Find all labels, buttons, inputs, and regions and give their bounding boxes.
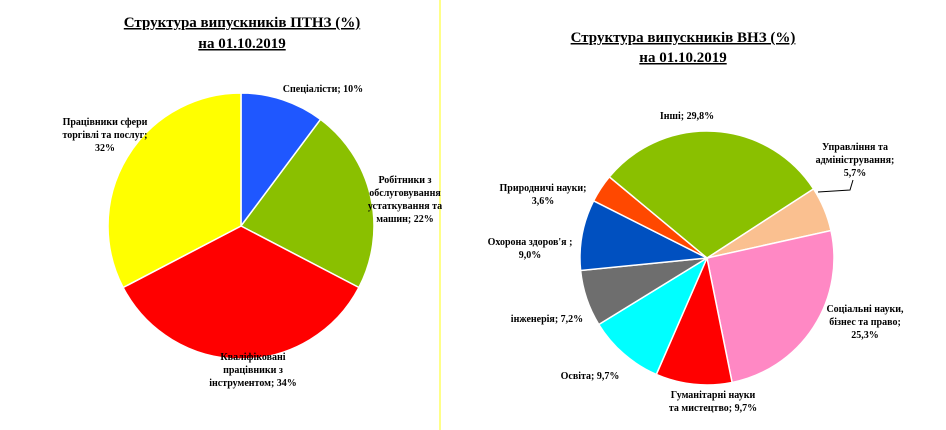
- leader-line: [817, 179, 854, 193]
- chart-subtitle: на 01.10.2019: [639, 50, 726, 66]
- data-label: Працівники сфери торгівлі та послуг; 32%: [62, 117, 147, 154]
- data-label: Природничі науки; 3,6%: [500, 183, 587, 207]
- label-line: 25,3%: [851, 330, 879, 341]
- data-label: Соціальні науки, бізнес та право; 25,3%: [826, 304, 904, 341]
- label-line: 9,0%: [519, 250, 542, 261]
- pie-slice: [122, 225, 360, 360]
- label-line: Гуманітарні науки: [671, 390, 756, 401]
- label-line: адміністрування;: [816, 155, 895, 166]
- pie-slice: [706, 229, 835, 384]
- data-label: Спеціалісти; 10%: [283, 84, 363, 95]
- data-label: Кваліфіковані працівники з інструментом; 3…: [209, 352, 297, 389]
- data-label: Інші; 29,8%: [660, 111, 714, 122]
- label-line: 3,6%: [532, 196, 555, 207]
- pie-slice: [655, 255, 733, 386]
- data-label: Освіта; 9,7%: [561, 371, 620, 382]
- label-line: обслуговування: [369, 188, 441, 199]
- label-line: Соціальні науки,: [826, 304, 904, 315]
- pie-slice: [240, 92, 322, 229]
- label-line: Охорона здоров'я ;: [488, 237, 573, 248]
- label-line: Освіта; 9,7%: [561, 371, 620, 382]
- label-line: машин; 22%: [376, 214, 434, 225]
- label-line: бізнес та право;: [829, 317, 901, 328]
- data-label: Охорона здоров'я ; 9,0%: [488, 237, 573, 261]
- label-line: інструментом; 34%: [209, 378, 297, 389]
- data-label: Гуманітарні науки та мистецтво; 9,7%: [669, 390, 757, 414]
- label-line: Інші; 29,8%: [660, 111, 714, 122]
- label-line: Природничі науки;: [500, 183, 587, 194]
- pie-slice: [608, 130, 815, 259]
- pie-slice: [239, 118, 375, 289]
- label-line: та мистецтво; 9,7%: [669, 403, 757, 414]
- data-label: інженерія; 7,2%: [511, 314, 583, 325]
- pie-slice: [107, 92, 242, 289]
- chart-title: Структура випускників ВНЗ (%): [571, 30, 796, 46]
- data-label: Робітники з обслуговування устаткування та…: [368, 175, 442, 225]
- label-line: 32%: [95, 143, 115, 154]
- label-line: торгівлі та послуг;: [62, 130, 147, 141]
- chart-subtitle: на 01.10.2019: [198, 36, 285, 52]
- label-line: устаткування та: [368, 201, 442, 212]
- label-line: Кваліфіковані: [220, 352, 285, 363]
- label-line: 5,7%: [844, 168, 867, 179]
- label-line: Спеціалісти; 10%: [283, 84, 363, 95]
- label-line: Робітники з: [378, 175, 431, 186]
- label-line: Працівники сфери: [63, 117, 148, 128]
- label-line: Управління та: [822, 142, 888, 153]
- label-line: інженерія; 7,2%: [511, 314, 583, 325]
- chart-title: Структура випускників ПТНЗ (%): [124, 15, 360, 31]
- data-label: Управління та адміністрування; 5,7%: [816, 142, 895, 179]
- label-line: працівники з: [223, 365, 283, 376]
- pie-slice: [597, 256, 709, 376]
